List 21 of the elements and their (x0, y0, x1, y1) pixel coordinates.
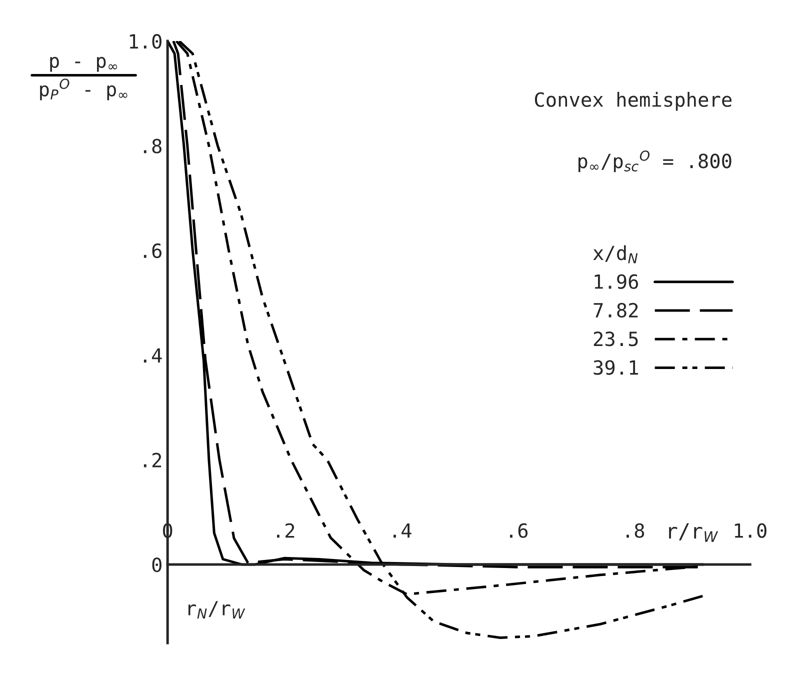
y-tick-label: .4 (144, 348, 162, 363)
legend-label: 1.96 (594, 274, 638, 289)
y-tick-label: 1.0 (130, 34, 162, 49)
legend-label: 39.1 (594, 360, 638, 375)
y-tick-label: .8 (144, 138, 162, 154)
y-tick-label: .6 (144, 243, 162, 258)
annotation: Convex hemisphere (534, 92, 732, 111)
legend-label: 23.5 (594, 332, 638, 346)
text: p - p$_{∞}$ p$_{P}$$^{O}$ - p$_{∞}$ (40, 56, 128, 100)
annotation: r$_{N}$/r$_{W}$ (188, 601, 246, 618)
y-tick-label: .2 (144, 452, 162, 468)
x-axis-title: r/r$_{W}$ (669, 523, 718, 542)
x-tick-label: 1.0 (734, 523, 766, 538)
x-tick-label: .6 (510, 523, 528, 538)
x-tick-label: .4 (394, 523, 412, 538)
legend-label: 7.82 (594, 302, 638, 318)
annotation: p$_{∞}$/p$_{sc}$$^{O}$ = .800 (578, 150, 732, 172)
x-tick-label: .8 (626, 523, 644, 538)
legend-title: x/d$_{N}$ (593, 245, 638, 264)
x-tick-label: .2 (277, 523, 294, 538)
y-tick-label: 0 (152, 557, 162, 572)
